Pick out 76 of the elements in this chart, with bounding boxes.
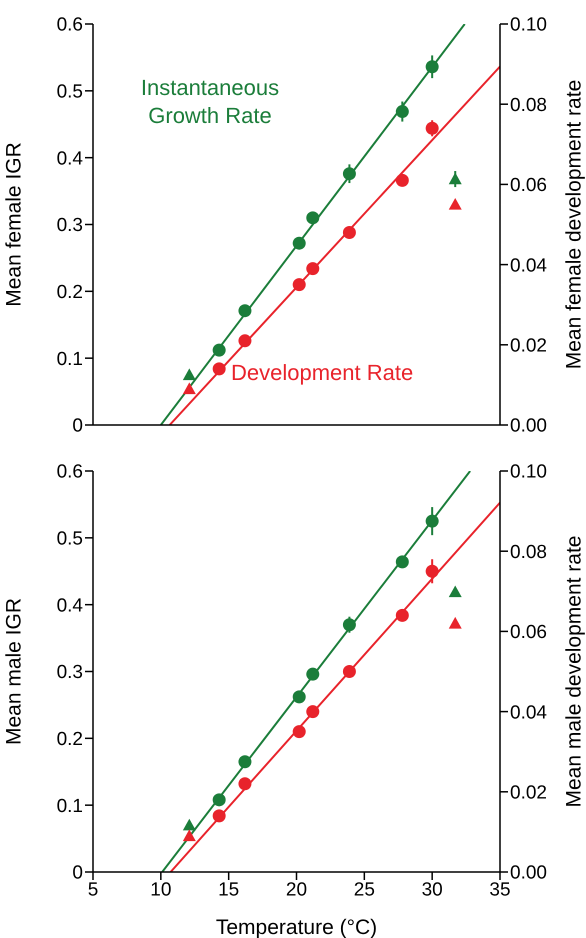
y2-tick-label: 0.06	[510, 622, 547, 644]
point	[292, 278, 306, 292]
y2-tick-label: 0.06	[510, 175, 547, 196]
point	[238, 755, 252, 768]
point	[238, 777, 252, 790]
y-tick-label: 0.4	[56, 595, 84, 616]
point	[306, 211, 320, 224]
y2-tick-label: 0.04	[510, 255, 548, 276]
y-tick-label: 0.6	[56, 462, 83, 483]
y2-tick-label: 0.10	[510, 462, 547, 483]
y-tick-label: 0.2	[56, 282, 83, 304]
point	[182, 382, 196, 394]
y2-tick-label: 0.00	[510, 862, 547, 884]
point	[212, 344, 226, 357]
x-axis-title: Temperature (°C)	[216, 916, 378, 938]
y-axis-title: Mean female IGR	[2, 142, 26, 307]
y2-tick-label: 0.00	[510, 416, 547, 437]
point	[396, 555, 409, 568]
y-tick-label: 0.2	[56, 729, 83, 750]
y-tick-label: 0	[72, 862, 83, 884]
point	[292, 725, 306, 738]
y2-tick-label: 0.08	[510, 94, 547, 116]
y2-tick-label: 0.04	[510, 702, 548, 724]
y2-tick-label: 0.02	[510, 782, 547, 804]
point	[448, 616, 462, 629]
point	[212, 362, 226, 376]
point	[212, 809, 226, 822]
point	[306, 262, 320, 276]
point	[396, 608, 409, 622]
x-tick-label: 15	[218, 879, 240, 900]
x-tick-label: 10	[150, 879, 172, 900]
x-tick-label: 35	[489, 879, 511, 900]
point	[396, 105, 409, 118]
y-tick-label: 0.5	[56, 82, 83, 103]
y-axis-title: Mean male IGR	[2, 598, 26, 746]
y2-tick-label: 0.10	[510, 14, 547, 36]
point	[306, 668, 320, 681]
y-tick-label: 0.1	[56, 348, 83, 370]
point	[426, 122, 439, 135]
point	[292, 236, 306, 250]
point	[182, 829, 196, 842]
y-tick-label: 0.4	[56, 148, 84, 170]
point	[182, 368, 196, 380]
y-tick-label: 0.3	[56, 662, 83, 684]
x-tick-label: 5	[88, 879, 98, 900]
point	[448, 172, 462, 184]
x-tick-label: 25	[354, 879, 375, 900]
x-tick-label: 30	[422, 879, 443, 900]
point	[426, 564, 439, 578]
point	[182, 818, 196, 830]
y-tick-label: 0.6	[56, 14, 83, 36]
point	[238, 304, 252, 318]
y2-tick-label: 0.08	[510, 542, 547, 563]
point	[342, 167, 356, 180]
y2-tick-label: 0.02	[510, 336, 547, 357]
text: Instantaneous Growth Rate	[140, 74, 280, 130]
y-tick-label: 0.5	[56, 528, 83, 550]
point	[426, 514, 439, 528]
y2-axis-title: Mean female development rate	[562, 80, 586, 370]
y-tick-label: 0	[72, 416, 83, 437]
point	[238, 334, 252, 348]
point	[448, 585, 462, 598]
point	[426, 60, 439, 74]
point	[292, 690, 306, 704]
x-tick-label: 20	[286, 879, 308, 900]
point	[396, 174, 409, 187]
point	[342, 665, 356, 678]
series-label: Development Rate	[231, 359, 414, 387]
point	[306, 705, 320, 718]
y-tick-label: 0.1	[56, 796, 83, 817]
point	[212, 793, 226, 806]
point	[342, 226, 356, 240]
point	[342, 618, 356, 632]
point	[448, 198, 462, 210]
y2-axis-title: Mean male development rate	[562, 536, 586, 808]
y-tick-label: 0.3	[56, 215, 83, 236]
